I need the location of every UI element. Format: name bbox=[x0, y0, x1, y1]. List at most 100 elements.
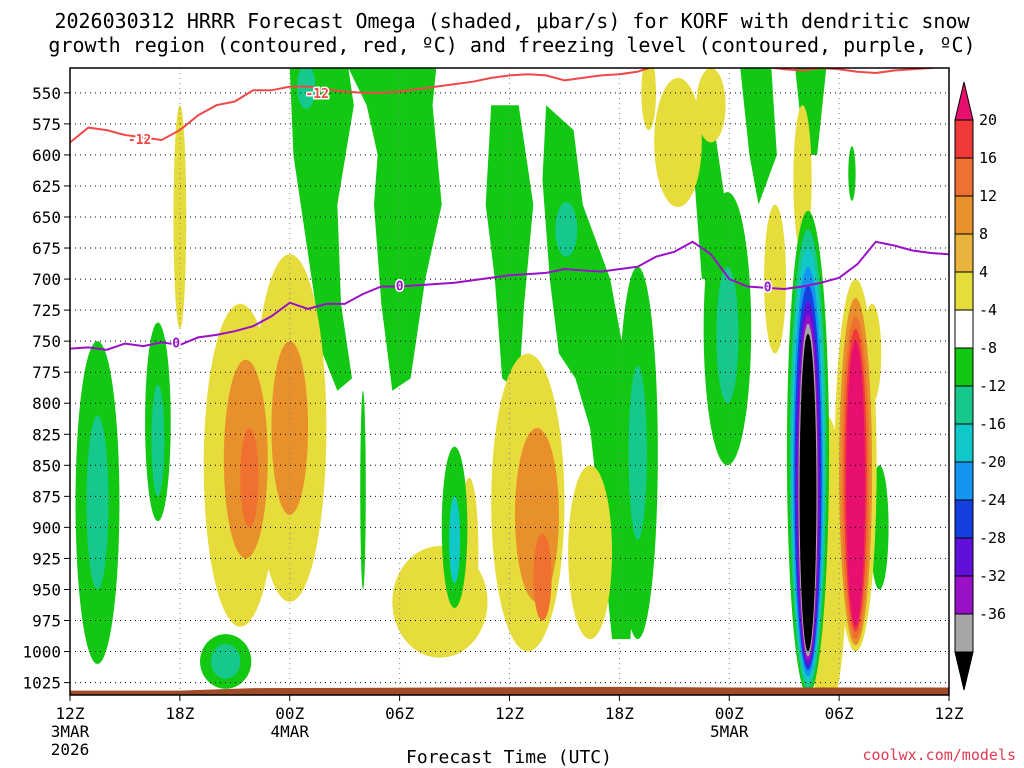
ytick-label-650: 650 bbox=[32, 208, 61, 227]
colorbar-label-11: -28 bbox=[979, 529, 1006, 547]
omega-teal-low-2 bbox=[151, 384, 165, 497]
contour-lines: -12 -12 0 0 0 bbox=[70, 68, 949, 353]
ytick-label-600: 600 bbox=[32, 146, 61, 165]
ytick-label-700: 700 bbox=[32, 270, 61, 289]
colorbar-label-6: -8 bbox=[979, 339, 997, 357]
omega-dark-orange-core bbox=[240, 428, 259, 528]
omega-teal-low-4 bbox=[449, 496, 461, 584]
omega-green-band-6 bbox=[740, 68, 777, 205]
colorbar-label-3: 8 bbox=[979, 225, 988, 243]
colorbar-swatch-0 bbox=[954, 81, 974, 121]
colorbar-swatch-2 bbox=[954, 157, 974, 197]
ytick-label-575: 575 bbox=[32, 115, 61, 134]
omega-yellow-top-2 bbox=[696, 68, 726, 143]
omega-teal-low-1 bbox=[86, 415, 109, 590]
xtick-date-36: 5MAR bbox=[710, 722, 749, 741]
colorbar-swatch-13 bbox=[954, 575, 974, 615]
xtick-year-0: 2026 bbox=[51, 740, 90, 759]
ytick-label-725: 725 bbox=[32, 301, 61, 320]
colorbar-swatch-7 bbox=[954, 347, 974, 387]
omega-strong-black bbox=[799, 333, 817, 652]
watermark: coolwx.com/models bbox=[862, 746, 1016, 764]
contour-label-3: 0 bbox=[396, 279, 404, 294]
xtick-label-12: 00Z bbox=[275, 704, 304, 723]
omega-teal-core-2 bbox=[297, 68, 316, 109]
colorbar-label-5: -4 bbox=[979, 301, 997, 319]
omega-yellow-top-1 bbox=[654, 77, 702, 208]
freezing_level-line bbox=[70, 240, 949, 351]
ytick-label-550: 550 bbox=[32, 84, 61, 103]
omega-yellow-thin-1 bbox=[173, 105, 187, 329]
colorbar-label-7: -12 bbox=[979, 377, 1006, 395]
colorbar-label-12: -32 bbox=[979, 567, 1006, 585]
contour-label-4: 0 bbox=[764, 281, 772, 296]
ytick-label-925: 925 bbox=[32, 549, 61, 568]
colorbar-label-0: 20 bbox=[979, 111, 997, 129]
contour-label-1: -12 bbox=[305, 87, 328, 102]
ytick-label-875: 875 bbox=[32, 487, 61, 506]
colorbar-swatch-12 bbox=[954, 537, 974, 577]
omega-green-band-2 bbox=[348, 68, 442, 391]
colorbar-label-9: -20 bbox=[979, 453, 1006, 471]
colorbar-swatch-14 bbox=[954, 613, 974, 653]
x-axis-label: Forecast Time (UTC) bbox=[406, 747, 612, 768]
ytick-label-1025: 1025 bbox=[22, 674, 61, 693]
ytick-label-950: 950 bbox=[32, 580, 61, 599]
omega-rise-magenta bbox=[846, 341, 866, 627]
minus12C_level-line bbox=[70, 68, 939, 144]
omega-teal-low-5 bbox=[628, 365, 647, 540]
colorbar-label-10: -24 bbox=[979, 491, 1006, 509]
xtick-label-42: 06Z bbox=[825, 704, 854, 723]
colorbar-swatch-9 bbox=[954, 423, 974, 463]
terrain-fill bbox=[70, 686, 949, 695]
colorbar: 20 16 12 8 4 -4 -8 -12 -16 -20 -24 -28 -32 -36 bbox=[954, 81, 1006, 691]
omega-green-band-1 bbox=[289, 68, 354, 391]
colorbar-swatch-5 bbox=[954, 271, 974, 311]
contour-label-0: -12 bbox=[128, 133, 151, 148]
xtick-label-30: 18Z bbox=[605, 704, 634, 723]
ytick-label-750: 750 bbox=[32, 332, 61, 351]
ytick-label-675: 675 bbox=[32, 239, 61, 258]
omega-green-thin-8 bbox=[360, 390, 366, 590]
ytick-label-975: 975 bbox=[32, 612, 61, 631]
omega-teal-low-3 bbox=[211, 644, 241, 679]
colorbar-label-13: -36 bbox=[979, 605, 1006, 623]
colorbar-swatch-1 bbox=[954, 119, 974, 159]
omega-teal-core-1 bbox=[555, 202, 578, 257]
ytick-label-1000: 1000 bbox=[22, 643, 61, 662]
ytick-label-850: 850 bbox=[32, 456, 61, 475]
chart-title-line-1: 2026030312 HRRR Forecast Omega (shaded, … bbox=[54, 9, 970, 33]
xtick-label-0: 12Z bbox=[56, 704, 85, 723]
xtick-label-18: 06Z bbox=[385, 704, 414, 723]
omega-yellow-core-d bbox=[568, 465, 613, 640]
colorbar-swatch-10 bbox=[954, 461, 974, 501]
ytick-label-625: 625 bbox=[32, 177, 61, 196]
colorbar-swatch-3 bbox=[954, 195, 974, 235]
xtick-label-24: 12Z bbox=[495, 704, 524, 723]
ytick-label-775: 775 bbox=[32, 363, 61, 382]
colorbar-swatch-15 bbox=[954, 651, 974, 691]
colorbar-label-2: 12 bbox=[979, 187, 997, 205]
y-axis-ticks: 550 575 600 625 650 675 700 725 750 775 800 825 850 8… bbox=[22, 84, 70, 693]
xtick-label-48: 12Z bbox=[935, 704, 964, 723]
omega-yellow-top-4 bbox=[641, 68, 656, 131]
chart-title-line-2: growth region (contoured, red, ºC) and f… bbox=[48, 33, 975, 57]
colorbar-label-4: 4 bbox=[979, 263, 988, 281]
omega-green-blob-8 bbox=[848, 146, 856, 201]
contour-label-2: 0 bbox=[172, 336, 180, 351]
colorbar-swatch-4 bbox=[954, 233, 974, 273]
omega-teal-mid-6 bbox=[716, 266, 739, 404]
terrain-surface bbox=[70, 686, 949, 695]
xtick-date-12: 4MAR bbox=[270, 722, 309, 741]
colorbar-swatch-8 bbox=[954, 385, 974, 425]
ytick-label-900: 900 bbox=[32, 518, 61, 537]
omega-dark-orange-core-c bbox=[533, 533, 552, 621]
ytick-label-800: 800 bbox=[32, 394, 61, 413]
ytick-label-825: 825 bbox=[32, 425, 61, 444]
colorbar-label-8: -16 bbox=[979, 415, 1006, 433]
xtick-date-0: 3MAR bbox=[51, 722, 90, 741]
colorbar-swatch-6 bbox=[954, 309, 974, 349]
omega-shaded-field bbox=[75, 68, 889, 695]
